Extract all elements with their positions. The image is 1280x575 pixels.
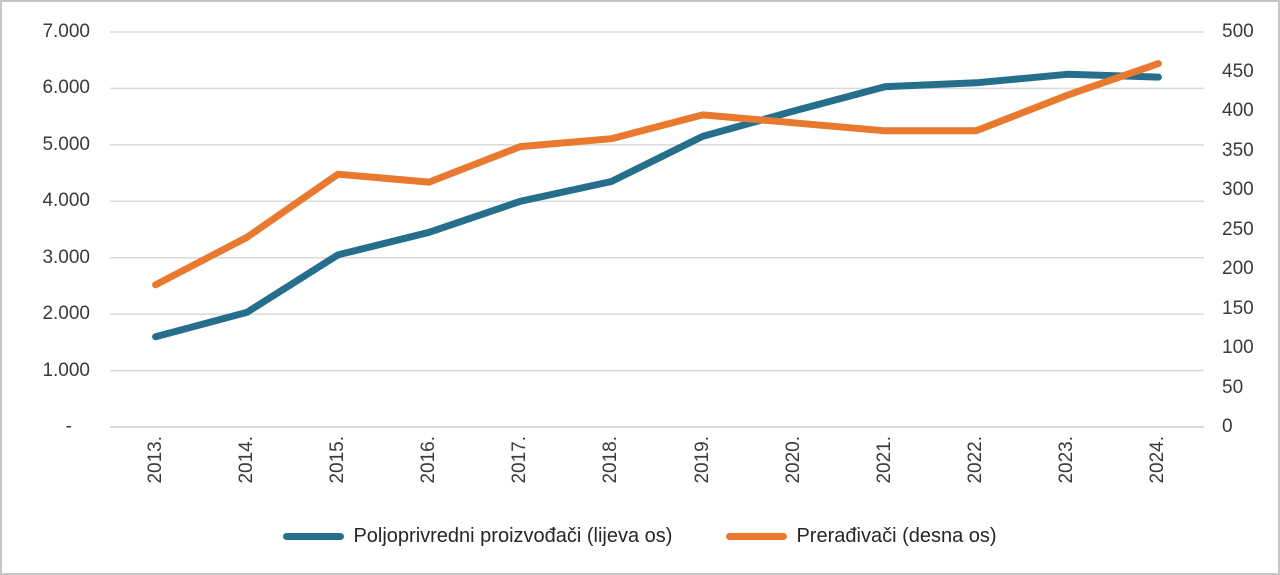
x-axis-tick: 2014. [235, 436, 257, 484]
y-axis-left-tick: 4.000 [42, 190, 90, 212]
legend-line-swatch-teal [283, 533, 345, 540]
y-axis-right-tick: 400 [1222, 100, 1254, 121]
series-line-orange [152, 60, 1162, 289]
y-axis-left-tick: 6.000 [42, 77, 90, 99]
y-axis-left-tick: 5.000 [42, 133, 90, 155]
y-axis-left-tick: 7.000 [42, 21, 90, 42]
y-axis-left-tick: 3.000 [42, 246, 90, 268]
y-axis-left-tick: - [65, 416, 72, 437]
legend-label: Prerađivači (desna os) [796, 525, 997, 547]
y-axis-right-tick: 200 [1222, 258, 1254, 279]
x-axis-tick: 2023. [1056, 436, 1078, 484]
x-axis-tick: 2021. [873, 436, 895, 484]
x-axis-tick: 2024. [1147, 436, 1169, 484]
legend-label: Poljoprivredni proizvođači (lijeva os) [353, 525, 673, 547]
y-axis-right-tick: 350 [1222, 139, 1254, 161]
x-axis-tick: 2017. [509, 436, 531, 484]
legend: Poljoprivredni proizvođači (lijeva os) P… [2, 525, 1278, 548]
series-line-teal [152, 70, 1162, 341]
x-axis-tick: 2016. [418, 436, 440, 484]
x-axis-tick: 2020. [782, 436, 804, 484]
y-axis-right-tick: 500 [1222, 21, 1254, 42]
y-axis-left-tick: 1.000 [42, 359, 90, 381]
y-axis-right-tick: 150 [1222, 297, 1254, 319]
y-axis-left-tick: 2.000 [42, 303, 90, 325]
x-axis-tick: 2022. [965, 436, 987, 484]
legend-item-right-series: Prerađivači (desna os) [726, 525, 997, 548]
y-axis-right-tick: 50 [1222, 376, 1244, 398]
legend-item-left-series: Poljoprivredni proizvođači (lijeva os) [283, 525, 672, 548]
legend-line-swatch-orange [726, 533, 788, 540]
x-axis-tick: 2013. [144, 436, 166, 484]
y-axis-right-tick: 300 [1222, 179, 1254, 200]
x-axis-tick: 2018. [600, 436, 622, 484]
x-axis-tick: 2019. [691, 436, 713, 484]
y-axis-right-tick: 0 [1222, 416, 1233, 437]
y-axis-right-tick: 450 [1222, 60, 1254, 82]
x-axis-tick: 2015. [326, 436, 348, 484]
y-axis-right-tick: 100 [1222, 337, 1254, 358]
y-axis-right-tick: 250 [1222, 218, 1254, 240]
